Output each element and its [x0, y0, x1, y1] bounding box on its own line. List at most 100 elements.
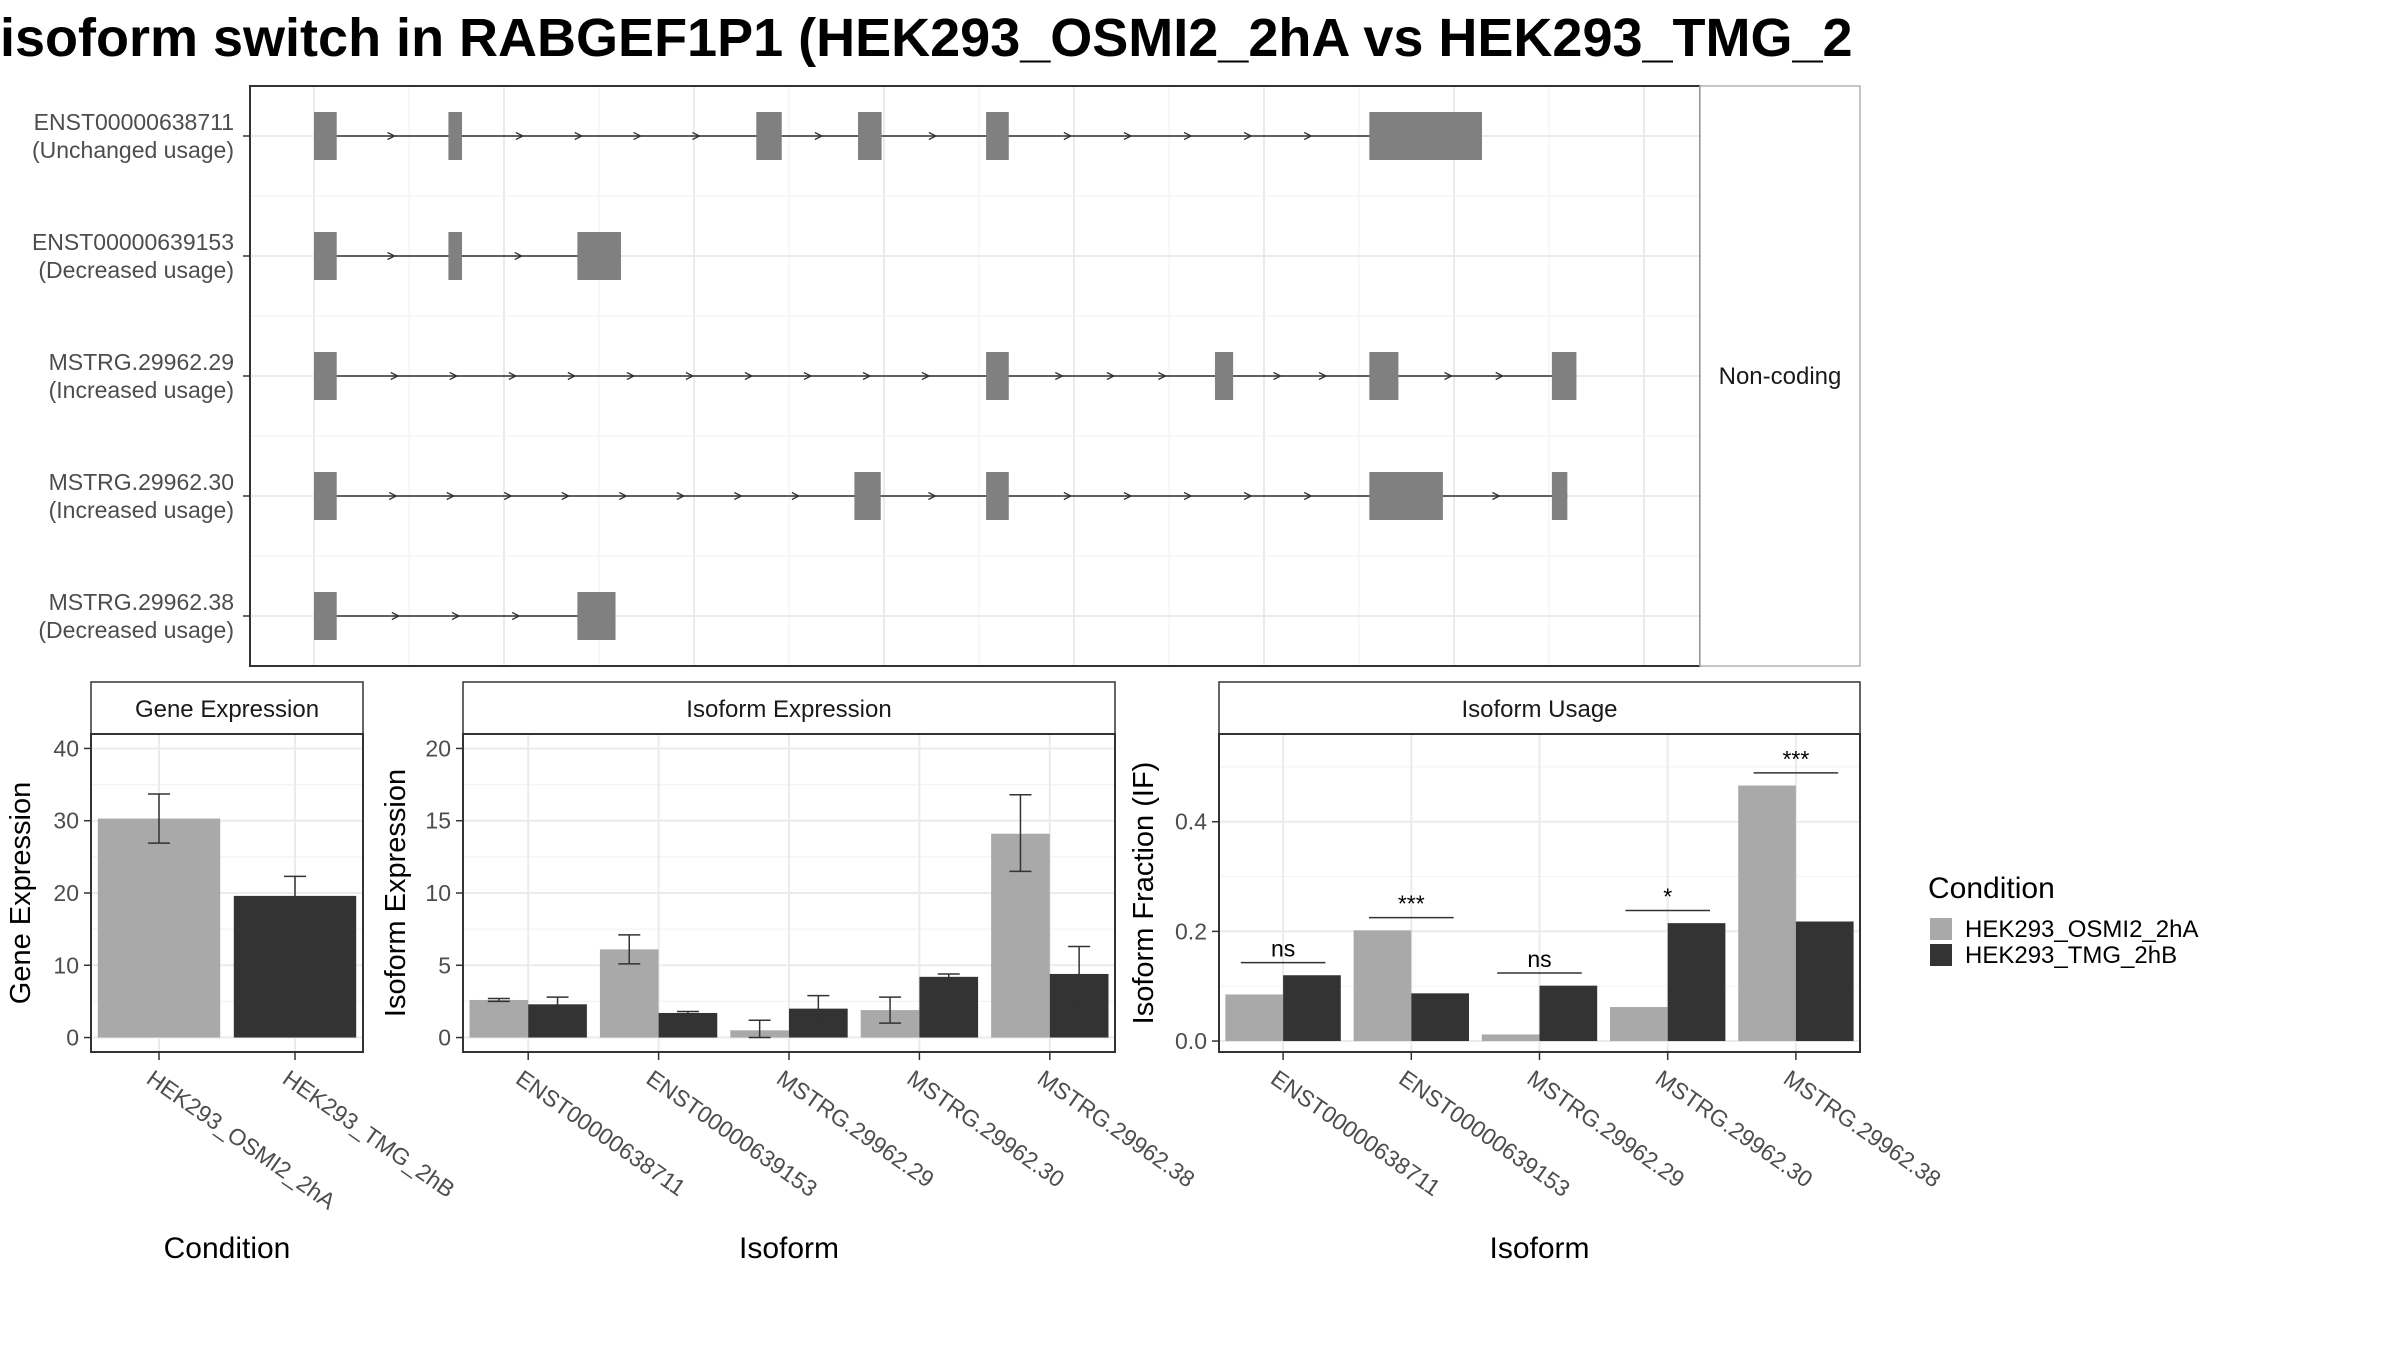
exon-block: [314, 232, 337, 280]
intron-direction-arrow: [1123, 491, 1133, 501]
y-tick-label: 0: [66, 1025, 79, 1051]
intron-direction-arrow: [1273, 371, 1282, 381]
panel-title: Isoform Expression: [686, 696, 891, 723]
exon-block: [986, 352, 1009, 400]
panel-strip: [90, 681, 364, 735]
y-tick-label: 0: [438, 1025, 451, 1051]
isoform-usage-panel: Isoform Usage0.00.20.4ENST00000638711ENS…: [1128, 681, 1946, 1265]
intron-direction-arrow: [1183, 491, 1193, 501]
intron-direction-arrow: [388, 491, 398, 501]
y-tick-label: 0.2: [1175, 918, 1207, 944]
y-tick-label: 5: [438, 952, 451, 978]
intron-direction-arrow: [619, 491, 628, 501]
intron-direction-arrow: [1444, 371, 1454, 381]
bar: [1411, 993, 1469, 1042]
intron-direction-arrow: [503, 491, 513, 501]
bar: [1481, 1034, 1540, 1042]
intron-direction-arrow: [451, 611, 461, 621]
y-tick-label: 10: [53, 952, 79, 978]
legend-label: HEK293_TMG_2hB: [1965, 942, 2177, 969]
intron-direction-arrow: [1063, 491, 1073, 501]
exon-block: [448, 112, 463, 160]
intron-direction-arrow: [1055, 371, 1064, 381]
intron-direction-arrow: [921, 371, 931, 381]
y-tick-label: 15: [425, 808, 451, 834]
bar: [1795, 921, 1854, 1042]
figure-title: isoform switch in RABGEF1P1 (HEK293_OSMI…: [0, 8, 1853, 68]
intron-direction-arrow: [567, 371, 577, 381]
transcript-usage-label: (Decreased usage): [38, 617, 234, 643]
y-tick-label: 30: [53, 808, 79, 834]
transcript-id-label: ENST00000639153: [32, 229, 234, 255]
transcript-id-label: ENST00000638711: [34, 109, 234, 135]
bar: [1738, 785, 1796, 1042]
exon-block: [1369, 352, 1399, 400]
exon-block: [854, 472, 881, 520]
y-tick-label: 10: [425, 880, 451, 906]
isoform-expression-panel: Isoform Expression05101520ENST0000063871…: [380, 681, 1200, 1265]
intron-direction-arrow: [508, 371, 518, 381]
bar: [1539, 985, 1598, 1042]
exon-block: [314, 592, 337, 640]
intron-direction-arrow: [791, 491, 801, 501]
exon-block: [577, 232, 621, 280]
panel-strip: [1218, 681, 1861, 735]
exon-block: [1369, 112, 1482, 160]
intron-direction-arrow: [1158, 371, 1167, 381]
bar: [469, 999, 529, 1038]
intron-direction-arrow: [1106, 371, 1116, 381]
bar: [919, 976, 979, 1038]
intron-direction-arrow: [1495, 371, 1505, 381]
panel-border: [1218, 733, 1861, 1053]
significance-label: ns: [1271, 936, 1295, 962]
y-tick-label: 40: [53, 735, 79, 761]
intron-direction-arrow: [803, 371, 813, 381]
exon-block: [314, 352, 337, 400]
intron-direction-arrow: [928, 491, 937, 501]
bar: [97, 818, 221, 1038]
transcript-usage-label: (Decreased usage): [38, 257, 234, 283]
bar: [658, 1012, 718, 1038]
intron-direction-arrow: [446, 491, 456, 501]
intron-direction-arrow: [1063, 131, 1073, 141]
exon-block: [1214, 352, 1234, 400]
exon-block: [314, 112, 337, 160]
intron-direction-arrow: [744, 371, 754, 381]
transcript-structure-panel: ENST00000638711(Unchanged usage) ENST0000…: [32, 85, 1861, 667]
x-axis-title: Isoform: [1489, 1232, 1589, 1265]
intron-direction-arrow: [390, 371, 400, 381]
intron-direction-arrow: [1123, 131, 1133, 141]
legend-title: Condition: [1928, 872, 2055, 905]
legend-key: [1930, 944, 1952, 966]
y-tick-label: 0.0: [1175, 1028, 1207, 1054]
y-tick-label: 20: [425, 735, 451, 761]
bar: [1610, 1007, 1668, 1042]
significance-label: *: [1663, 884, 1672, 910]
transcript-id-label: MSTRG.29962.30: [49, 469, 234, 495]
intron-direction-arrow: [734, 491, 743, 501]
exon-block: [577, 592, 616, 640]
legend-key: [1930, 918, 1952, 940]
bar: [1353, 930, 1412, 1042]
y-tick-label: 20: [53, 880, 79, 906]
facet-label: Non-coding: [1719, 363, 1842, 390]
facet-strip: [1699, 85, 1861, 667]
exon-block: [986, 112, 1009, 160]
significance-label: ns: [1527, 946, 1551, 972]
y-tick-label: 0.4: [1175, 809, 1207, 835]
intron-direction-arrow: [1243, 131, 1253, 141]
x-axis-title: Condition: [164, 1232, 291, 1265]
intron-direction-arrow: [574, 131, 584, 141]
exon-block: [1551, 352, 1577, 400]
intron-direction-arrow: [1303, 491, 1313, 501]
exon-block: [756, 112, 782, 160]
panel-border: [462, 733, 1116, 1053]
exon-block: [1551, 472, 1568, 520]
exon-block: [1369, 472, 1443, 520]
intron-direction-arrow: [1318, 371, 1328, 381]
intron-direction-arrow: [1303, 131, 1313, 141]
significance-label: ***: [1398, 891, 1425, 917]
exon-block: [448, 232, 463, 280]
intron-direction-arrow: [387, 131, 397, 141]
